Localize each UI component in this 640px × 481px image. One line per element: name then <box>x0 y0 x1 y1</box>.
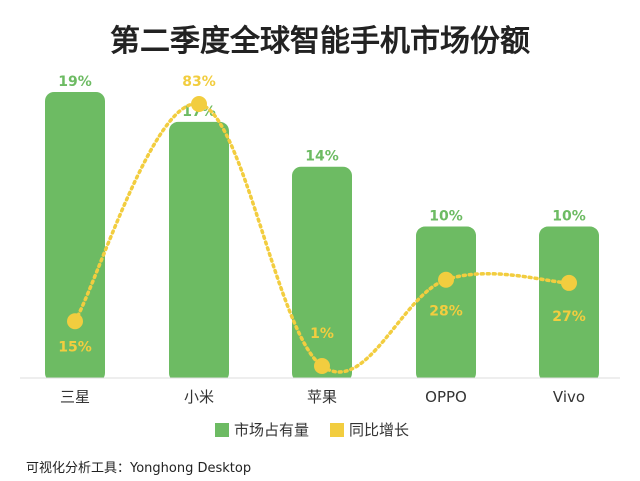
growth-line-group: 15% 83% 1% 28% 27% <box>58 74 586 374</box>
growth-point-2[interactable] <box>314 358 330 374</box>
legend-swatch <box>330 423 344 437</box>
legend-item-0[interactable]: 市场占有量 <box>215 421 309 439</box>
bar-3[interactable] <box>416 226 476 382</box>
growth-value-label: 28% <box>429 304 463 320</box>
growth-value-label: 1% <box>310 326 334 342</box>
bar-value-label: 10% <box>429 209 463 225</box>
bar-4[interactable] <box>539 226 599 382</box>
legend-item-1[interactable]: 同比增长 <box>330 421 409 439</box>
legend-swatch <box>215 423 229 437</box>
growth-point-3[interactable] <box>438 271 454 288</box>
legend-label: 同比增长 <box>349 421 409 439</box>
category-label: OPPO <box>425 388 467 406</box>
bar-0[interactable] <box>45 92 105 382</box>
bar-value-label: 19% <box>58 74 92 90</box>
axis-baseline <box>0 377 640 386</box>
growth-point-1[interactable] <box>191 96 207 112</box>
bar-1[interactable] <box>169 121 229 382</box>
legend-label: 市场占有量 <box>234 421 309 439</box>
growth-value-label: 27% <box>552 309 586 325</box>
bar-value-label: 10% <box>552 209 586 225</box>
growth-value-label: 15% <box>58 339 92 355</box>
category-label: Vivo <box>553 388 585 406</box>
chart-title: 第二季度全球智能手机市场份额 <box>110 24 530 59</box>
category-labels: 三星 小米 苹果 OPPO Vivo <box>60 388 585 406</box>
growth-point-0[interactable] <box>67 313 83 330</box>
source-note: 可视化分析工具：Yonghong Desktop <box>26 461 252 476</box>
growth-point-4[interactable] <box>561 274 577 291</box>
growth-line <box>73 102 571 374</box>
category-label: 三星 <box>60 388 90 406</box>
bar-2[interactable] <box>292 166 352 382</box>
bar-value-label: 14% <box>305 149 339 165</box>
legend[interactable]: 市场占有量 同比增长 <box>215 421 409 439</box>
growth-value-label: 83% <box>182 74 216 90</box>
category-label: 苹果 <box>307 388 337 406</box>
category-label: 小米 <box>184 388 214 406</box>
